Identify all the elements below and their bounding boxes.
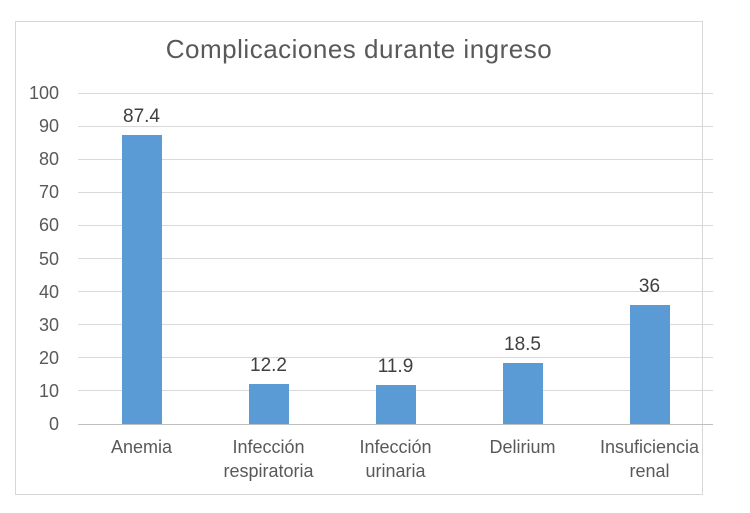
gridline bbox=[78, 125, 713, 127]
gridline bbox=[78, 224, 713, 226]
chart-title: Complicaciones durante ingreso bbox=[165, 34, 553, 64]
bar-delirium bbox=[502, 362, 543, 424]
y-axis-tick-label: 20 bbox=[38, 347, 59, 368]
y-axis-tick-label: 90 bbox=[38, 116, 59, 137]
gridline bbox=[78, 191, 713, 193]
x-axis-category-label: Delirium bbox=[489, 437, 556, 457]
y-axis-tick-label: 40 bbox=[38, 281, 59, 302]
bar-infecci-n-respiratoria bbox=[248, 383, 289, 424]
y-axis-tick-label: 30 bbox=[38, 314, 59, 335]
plot-area: 0 10 20 30 40 50 60 70 80 90 100 87.4 Anemia 12.2 Infe… bbox=[16, 22, 713, 494]
bar-value-label: 87.4 bbox=[123, 105, 160, 127]
y-axis-tick-label: 10 bbox=[38, 380, 59, 401]
y-axis-tick-label: 70 bbox=[38, 182, 59, 203]
x-axis-category-label: Anemia bbox=[110, 437, 173, 457]
x-axis-category-label: Insuficiencia renal bbox=[599, 437, 700, 481]
bar-value-label: 12.2 bbox=[250, 354, 287, 376]
y-axis-tick-label: 100 bbox=[28, 83, 59, 103]
bar-value-label: 11.9 bbox=[377, 355, 414, 377]
bar-value-label: 18.5 bbox=[504, 333, 541, 355]
bar-infecci-n-urinaria bbox=[375, 384, 416, 424]
gridline bbox=[78, 258, 713, 259]
chart-frame: Complicaciones durante ingreso 0 10 20 30 40… bbox=[15, 21, 713, 495]
gridline bbox=[78, 291, 713, 293]
y-axis-tick-label: 60 bbox=[38, 215, 59, 236]
y-axis-tick-label: 0 bbox=[48, 414, 59, 434]
x-axis-line bbox=[78, 423, 713, 425]
x-axis-category-label: Infección respiratoria bbox=[223, 437, 314, 481]
y-axis-tick-label: 80 bbox=[38, 149, 59, 170]
x-axis-category-label: Infección urinaria bbox=[359, 437, 432, 481]
bar-anemia bbox=[121, 134, 162, 424]
gridline bbox=[78, 92, 713, 94]
gridline bbox=[78, 158, 713, 160]
bar-insuficiencia-renal bbox=[629, 304, 670, 424]
y-axis-tick-label: 50 bbox=[38, 248, 59, 269]
bar-value-label: 36 bbox=[638, 275, 661, 297]
gridline bbox=[78, 324, 713, 326]
gridline bbox=[78, 357, 713, 359]
